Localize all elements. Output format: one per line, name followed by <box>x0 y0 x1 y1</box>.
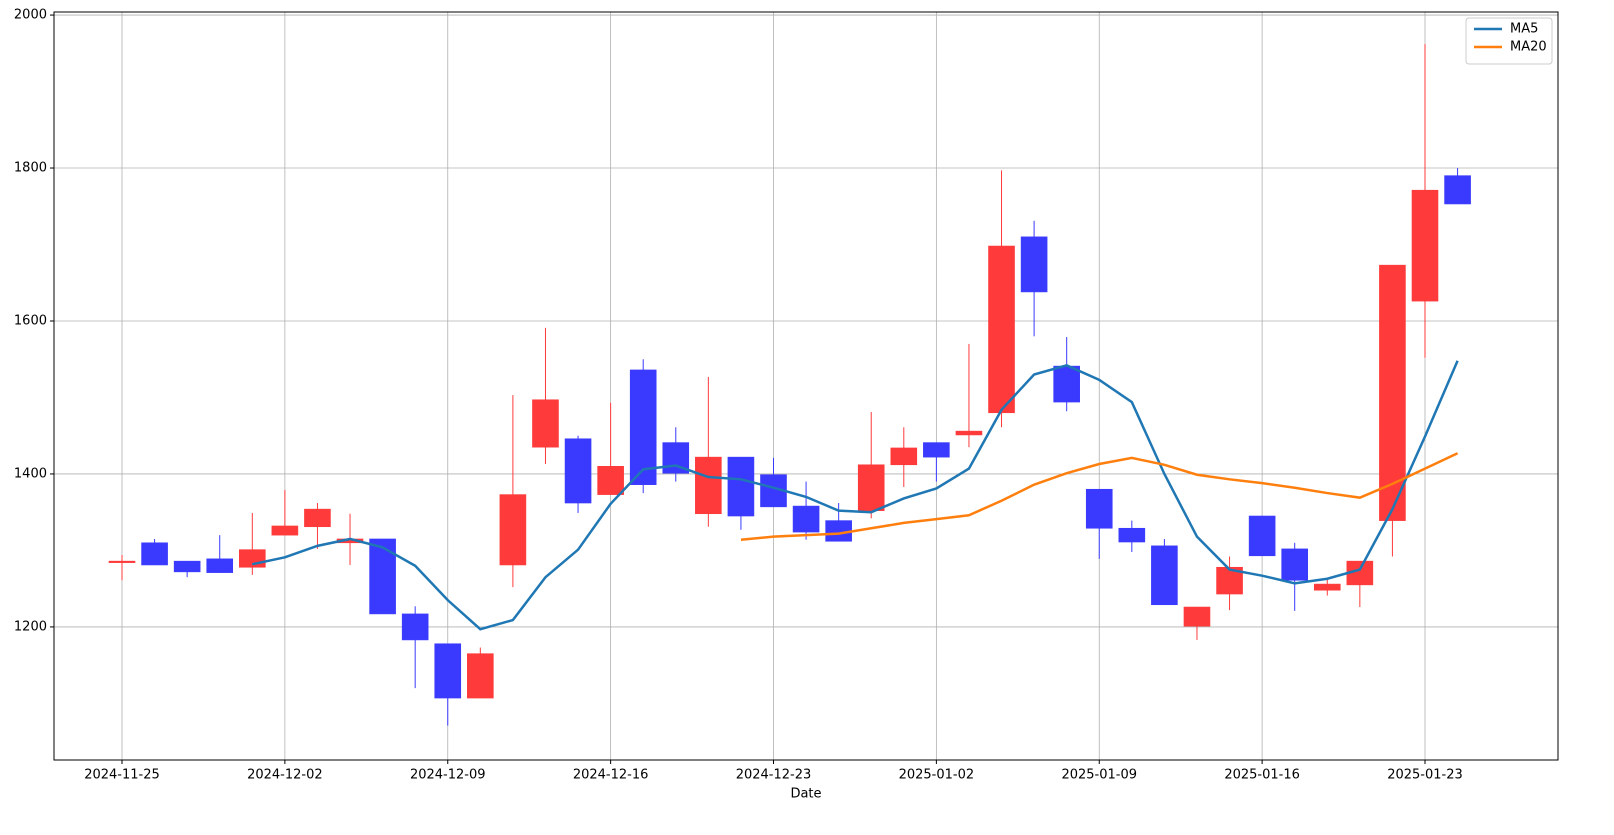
candle-body <box>564 438 592 504</box>
candle-body <box>1183 606 1211 627</box>
x-tick-label: 2025-01-09 <box>1061 768 1137 783</box>
y-tick-label: 1800 <box>14 161 47 176</box>
candle-body <box>629 369 657 485</box>
candle-body <box>1020 236 1048 293</box>
candle-body <box>695 456 722 515</box>
candle-body <box>141 542 168 566</box>
candle-body <box>1313 583 1341 591</box>
candle-body <box>1379 264 1406 521</box>
candle-body <box>1411 189 1439 302</box>
legend-label: MA5 <box>1510 22 1538 37</box>
candle-body <box>890 447 918 466</box>
x-tick-label: 2025-01-16 <box>1224 768 1300 783</box>
ma-line <box>252 360 1459 631</box>
x-tick-label: 2024-12-16 <box>573 768 649 783</box>
candle-body <box>727 456 755 517</box>
candle-body <box>467 653 494 699</box>
x-tick-label: 2025-01-02 <box>899 768 975 783</box>
candle-body <box>955 430 983 436</box>
candle-body <box>857 464 885 511</box>
ma-line <box>740 452 1459 541</box>
candle-body <box>271 525 299 536</box>
candle-body <box>369 538 396 615</box>
candle-body <box>401 613 429 641</box>
x-tick-label: 2024-12-23 <box>736 768 812 783</box>
x-tick-label: 2024-12-02 <box>247 768 323 783</box>
candle-body <box>499 494 527 566</box>
plot-frame <box>53 11 1559 761</box>
candle-body <box>239 549 266 568</box>
candle-body <box>173 560 201 573</box>
candle-body <box>988 245 1015 414</box>
candle-body <box>1248 515 1276 557</box>
candle-body <box>434 643 462 699</box>
candle-body <box>792 505 820 533</box>
x-tick-label: 2024-11-25 <box>84 768 160 783</box>
y-tick-label: 1600 <box>14 313 47 328</box>
candle-body <box>532 399 559 448</box>
x-tick-label: 2024-12-09 <box>410 768 486 783</box>
candle-body <box>1281 548 1308 581</box>
candle-body <box>597 466 624 495</box>
candle-body <box>1118 527 1146 543</box>
candle-body <box>923 442 950 458</box>
candle-body <box>206 558 234 573</box>
candle-body <box>1151 545 1178 606</box>
y-tick-label: 1400 <box>14 466 47 481</box>
y-tick-label: 1200 <box>14 619 47 634</box>
x-tick-label: 2025-01-23 <box>1387 768 1463 783</box>
candle-body <box>1053 365 1080 403</box>
candle-body <box>304 508 331 528</box>
candle-body <box>108 560 136 563</box>
y-tick-label: 2000 <box>14 8 47 23</box>
legend-label: MA20 <box>1510 40 1547 55</box>
candle-body <box>1444 175 1471 205</box>
x-axis-label: Date <box>790 787 821 802</box>
candle-body <box>1085 488 1113 529</box>
